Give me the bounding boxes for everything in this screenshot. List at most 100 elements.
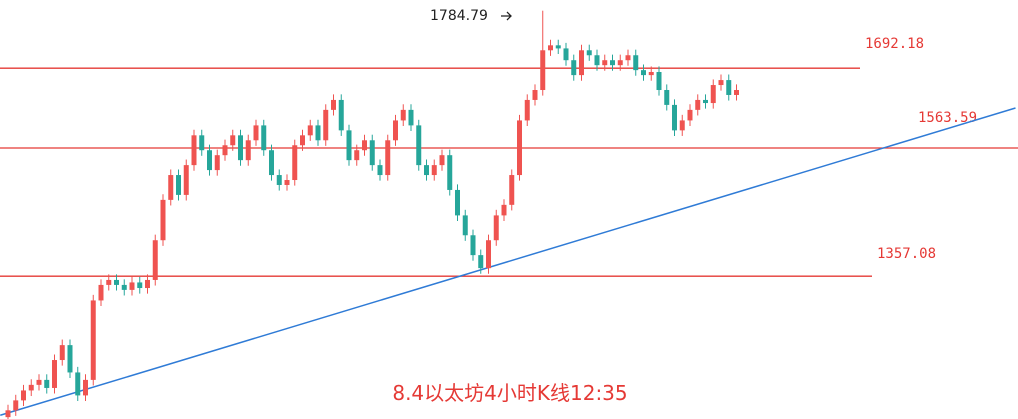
candle-body <box>323 109 329 141</box>
candle-body <box>447 155 453 190</box>
candle-body <box>726 80 732 95</box>
candle-body <box>338 99 344 131</box>
candle-body <box>610 60 615 66</box>
candle-body <box>362 140 367 151</box>
candle-body <box>509 175 515 205</box>
candle-body <box>5 410 11 418</box>
candle-body <box>269 150 274 176</box>
candle-body <box>199 135 205 151</box>
candle-body <box>501 204 507 216</box>
candle-body <box>532 90 538 100</box>
candle-body <box>59 345 65 361</box>
candle-body <box>230 135 236 146</box>
candle-body <box>67 345 73 373</box>
candle-body <box>261 125 267 151</box>
high-annotation: 1784.79 <box>430 8 488 24</box>
candle-body <box>462 215 468 236</box>
candle-body <box>222 145 228 156</box>
candle-body <box>524 99 530 121</box>
candle-body <box>52 360 57 388</box>
candle-body <box>75 372 81 396</box>
candle-body <box>331 99 336 110</box>
candle-body <box>540 50 546 91</box>
candle-body <box>307 125 313 136</box>
candle-body <box>400 109 406 121</box>
annotation-arrow <box>501 11 512 21</box>
candle-body <box>90 300 96 380</box>
candle-body <box>424 165 429 176</box>
candle-body <box>703 99 708 104</box>
candle-body <box>493 215 499 241</box>
candle-body <box>486 240 491 269</box>
candle-body <box>152 240 158 280</box>
candle-body <box>300 135 305 146</box>
candle-body <box>292 145 298 181</box>
candle-body <box>695 99 701 110</box>
candle-body <box>214 155 220 171</box>
candle-body <box>672 104 677 131</box>
candle-body <box>238 135 243 161</box>
candle-body <box>315 125 321 141</box>
candle-body <box>245 140 251 161</box>
candle-body <box>168 175 174 200</box>
candle-body <box>276 175 282 185</box>
candle-body <box>439 155 445 166</box>
candle-body <box>416 125 422 166</box>
trendline <box>0 107 1016 416</box>
candle-body <box>579 50 584 76</box>
candle-body <box>385 140 391 176</box>
candle-body <box>664 90 670 105</box>
candle-body <box>470 235 476 256</box>
candle-body <box>284 180 290 185</box>
candle-body <box>586 50 592 56</box>
candle-body <box>571 60 577 76</box>
level-label: 1357.08 <box>877 246 936 262</box>
candle-body <box>145 279 150 289</box>
candle-body <box>687 109 693 121</box>
candle-body <box>36 379 42 385</box>
candle-body <box>648 72 654 76</box>
candle-body <box>207 150 212 171</box>
candle-body <box>160 199 166 241</box>
candle-body <box>183 165 189 195</box>
candle-body <box>121 284 127 290</box>
candle-body <box>253 125 259 141</box>
candle-body <box>594 55 600 66</box>
candle-body <box>455 189 460 216</box>
candle-body <box>83 379 88 396</box>
candle-body <box>602 60 608 66</box>
candle-body <box>563 48 569 61</box>
candle-body <box>129 282 135 290</box>
candle-body <box>369 140 375 166</box>
level-label: 1563.59 <box>918 110 977 126</box>
candle-body <box>617 60 623 66</box>
candle-body <box>633 55 639 71</box>
candle-body <box>28 384 34 391</box>
candle-body <box>21 390 26 401</box>
candle-body <box>734 90 739 95</box>
candle-body <box>656 72 662 91</box>
candle-body <box>346 130 352 161</box>
candle-body <box>377 165 383 176</box>
candle-body <box>478 255 484 269</box>
candle-body <box>641 70 646 76</box>
candle-body <box>44 379 50 388</box>
candle-body <box>517 120 522 176</box>
candle-body <box>354 150 360 161</box>
candle-body <box>98 284 104 301</box>
candle-body <box>408 109 414 126</box>
candle-body <box>114 279 119 285</box>
candle-body <box>137 282 143 289</box>
candle-body <box>555 45 561 49</box>
candle-body <box>431 165 437 176</box>
candle-body <box>548 45 553 51</box>
candle-body <box>106 279 112 285</box>
candle-body <box>710 85 716 104</box>
candle-body <box>718 80 724 86</box>
candle-body <box>625 55 631 61</box>
candle-body <box>13 400 19 411</box>
candle-body <box>679 120 685 131</box>
candle-body <box>191 135 197 166</box>
